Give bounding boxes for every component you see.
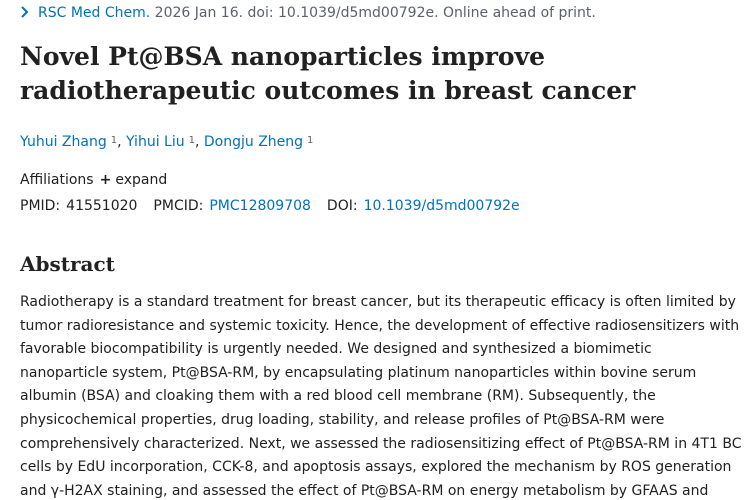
author-link[interactable]: Yuhui Zhang [20,134,107,150]
expand-label: expand [115,172,168,188]
affiliation-marker[interactable]: 1 [188,135,195,146]
pmid-value: 41551020 [66,198,138,214]
abstract-line: nanoparticle system, Pt@BSA-RM, by encap… [20,364,697,381]
chevron-right-icon[interactable] [20,4,32,22]
abstract-line: physicochemical properties, drug loading… [20,411,665,428]
abstract-line: cells by EdU incorporation, CCK-8, and a… [20,459,732,476]
abstract-line: favorable biocompatibility is urgently n… [20,341,652,358]
pmcid-link[interactable]: PMC12809708 [209,198,311,214]
affiliation-marker[interactable]: 1 [110,135,118,146]
abstract-line: Radiotherapy is a standard treatment for… [20,294,736,310]
doi-link[interactable]: 10.1039/d5md00792e [363,198,520,214]
abstract-line: comprehensively characterized. Next, we … [20,435,742,452]
plus-icon: + [99,172,112,188]
affiliations-toggle[interactable]: Affiliations + expand [20,170,167,190]
pmcid-label: PMCID: [153,198,204,214]
pmid-label: PMID: [20,198,61,214]
abstract-line: and γ-H2AX staining, and assessed the ef… [20,482,709,499]
identifier-line: PMID: 41551020 PMCID: PMC12809708 DOI: 10.103… [20,196,520,216]
author-link[interactable]: Dongju Zheng [203,134,304,150]
abstract-line: tumor radioresistance and systemic toxic… [20,317,740,334]
abstract-heading: Abstract [20,252,115,276]
affiliation-marker[interactable]: 1 [307,135,314,146]
journal-link[interactable]: RSC Med Chem. [38,5,151,21]
doi-label: DOI: [326,198,358,214]
abstract-text: Radiotherapy is a standard treatment for… [20,291,742,500]
author-link[interactable]: Yihui Liu [126,134,185,150]
affiliations-label: Affiliations [20,172,94,188]
author-list: Yuhui Zhang 1, Yihui Liu 1, Dongju Zheng 1 [20,134,314,150]
title-line-1: Novel Pt@BSA nanoparticles improve [20,42,546,71]
article-title: Novel Pt@BSA nanoparticles improve radio… [20,40,730,108]
title-line-2: radiotherapeutic outcomes in breast canc… [20,76,636,105]
abstract-line: albumin (BSA) and cloaking them with a r… [20,388,656,405]
citation-details: 2026 Jan 16. doi: 10.1039/d5md00792e. On… [154,5,596,21]
citation-line: RSC Med Chem. 2026 Jan 16. doi: 10.1039/… [20,4,596,22]
